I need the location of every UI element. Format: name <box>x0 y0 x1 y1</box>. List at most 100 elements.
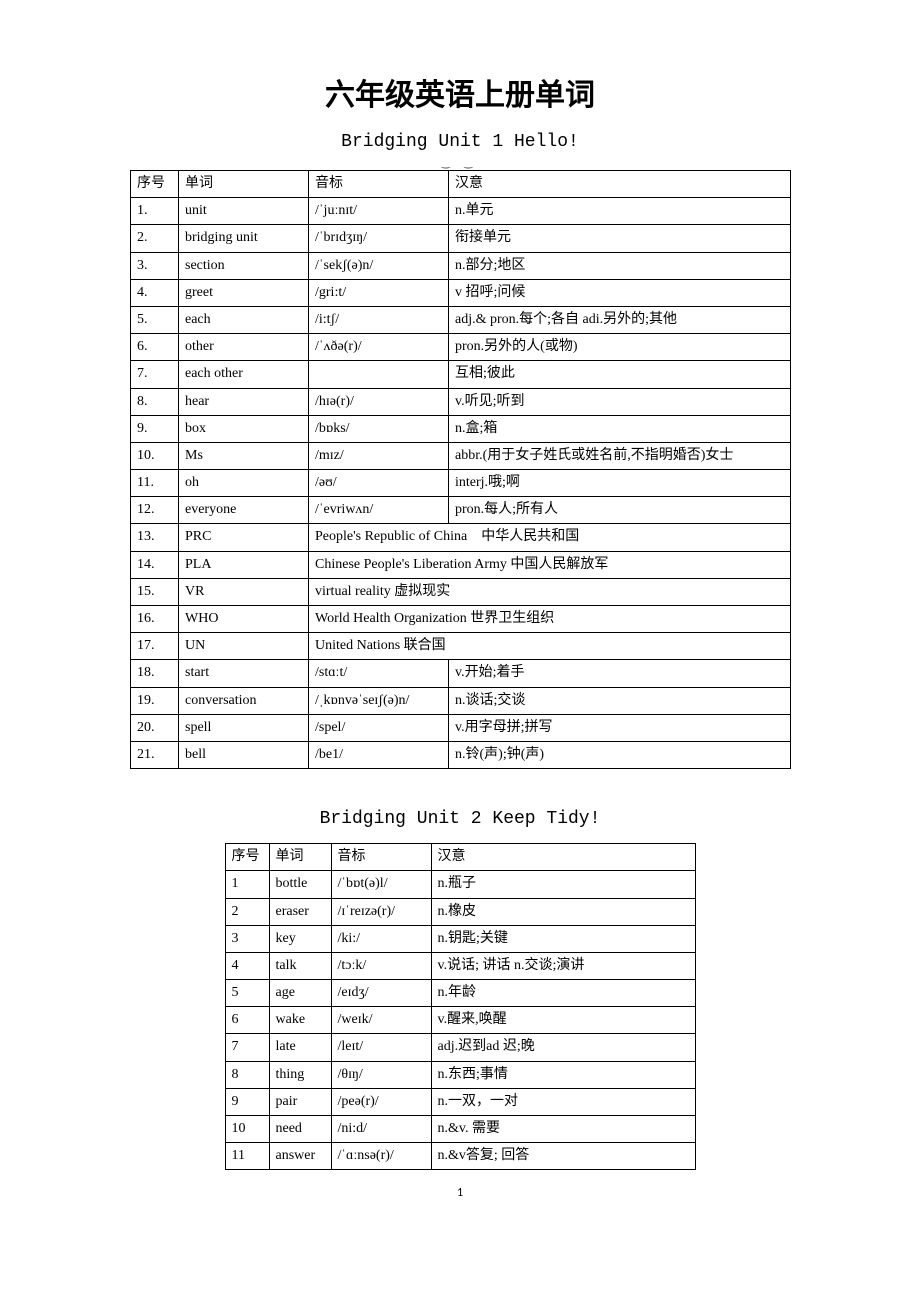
table-row: 10need/ni:d/n.&v. 需要 <box>225 1116 695 1143</box>
cell-word: eraser <box>269 898 331 925</box>
cell-word: late <box>269 1034 331 1061</box>
cell-meaning: interj.哦;啊 <box>449 470 791 497</box>
cell-span: virtual reality 虚拟现实 <box>309 578 791 605</box>
cell-meaning: abbr.(用于女子姓氏或姓名前,不指明婚否)女士 <box>449 442 791 469</box>
cell-seq: 7. <box>131 361 179 388</box>
cell-meaning: n.一双，一对 <box>431 1088 695 1115</box>
cell-seq: 6 <box>225 1007 269 1034</box>
cell-span: People's Republic of China 中华人民共和国 <box>309 524 791 551</box>
table-row: 3key/ki:/n.钥匙;关键 <box>225 925 695 952</box>
cell-meaning: 互相;彼此 <box>449 361 791 388</box>
col-phonetic: 音标 <box>309 171 449 198</box>
cell-phonetic: /ki:/ <box>331 925 431 952</box>
cell-word: VR <box>179 578 309 605</box>
cell-phonetic: /θɪŋ/ <box>331 1061 431 1088</box>
cell-phonetic: /weɪk/ <box>331 1007 431 1034</box>
cell-word: spell <box>179 714 309 741</box>
cell-phonetic: /ˈbrɪdʒɪŋ/ <box>309 225 449 252</box>
cell-meaning: n.铃(声);钟(声) <box>449 741 791 768</box>
cell-phonetic: /i:tʃ/ <box>309 306 449 333</box>
cell-seq: 9 <box>225 1088 269 1115</box>
cell-phonetic: /ɪˈreɪzə(r)/ <box>331 898 431 925</box>
cell-phonetic <box>309 361 449 388</box>
cell-phonetic: /ˌkɒnvəˈseɪʃ(ə)n/ <box>309 687 449 714</box>
cell-word: hear <box>179 388 309 415</box>
table-row: 18.start/stɑːt/v.开始;着手 <box>131 660 791 687</box>
table-row: 12.everyone/ˈevriwʌn/pron.每人;所有人 <box>131 497 791 524</box>
table-row: 16.WHOWorld Health Organization 世界卫生组织 <box>131 606 791 633</box>
cell-seq: 6. <box>131 334 179 361</box>
cell-seq: 2. <box>131 225 179 252</box>
col-seq: 序号 <box>131 171 179 198</box>
cell-seq: 21. <box>131 741 179 768</box>
table-row: 7.each other 互相;彼此 <box>131 361 791 388</box>
table-row: 13.PRCPeople's Republic of China 中华人民共和国 <box>131 524 791 551</box>
table-header-row: 序号 单词 音标 汉意 <box>131 171 791 198</box>
cell-phonetic: /ˈevriwʌn/ <box>309 497 449 524</box>
cell-meaning: v.听见;听到 <box>449 388 791 415</box>
cell-meaning: n.部分;地区 <box>449 252 791 279</box>
table-row: 6.other/ˈʌðə(r)/pron.另外的人(或物) <box>131 334 791 361</box>
cell-word: age <box>269 980 331 1007</box>
cell-word: talk <box>269 952 331 979</box>
table-row: 20.spell/spel/v.用字母拼;拼写 <box>131 714 791 741</box>
cell-seq: 11. <box>131 470 179 497</box>
cell-seq: 3 <box>225 925 269 952</box>
cell-word: pair <box>269 1088 331 1115</box>
cell-seq: 3. <box>131 252 179 279</box>
cell-meaning: pron.另外的人(或物) <box>449 334 791 361</box>
cell-word: WHO <box>179 606 309 633</box>
cell-seq: 14. <box>131 551 179 578</box>
cell-phonetic: /əʊ/ <box>309 470 449 497</box>
cell-meaning: n.&v. 需要 <box>431 1116 695 1143</box>
cell-seq: 7 <box>225 1034 269 1061</box>
cell-meaning: v.用字母拼;拼写 <box>449 714 791 741</box>
table-row: 21.bell/be1/n.铃(声);钟(声) <box>131 741 791 768</box>
cell-meaning: n.谈话;交谈 <box>449 687 791 714</box>
col-word: 单词 <box>179 171 309 198</box>
cell-seq: 5. <box>131 306 179 333</box>
cell-seq: 1. <box>131 198 179 225</box>
unit2-title: Bridging Unit 2 Keep Tidy! <box>130 809 790 829</box>
cell-word: Ms <box>179 442 309 469</box>
table-row: 9pair/peə(r)/n.一双，一对 <box>225 1088 695 1115</box>
cell-seq: 2 <box>225 898 269 925</box>
table-row: 1bottle/ˈbɒt(ə)l/n.瓶子 <box>225 871 695 898</box>
table-row: 5age/eɪdʒ/n.年龄 <box>225 980 695 1007</box>
cell-phonetic: /hɪə(r)/ <box>309 388 449 415</box>
cell-meaning: n.瓶子 <box>431 871 695 898</box>
table-row: 2eraser/ɪˈreɪzə(r)/n.橡皮 <box>225 898 695 925</box>
cell-word: bridging unit <box>179 225 309 252</box>
cell-word: each <box>179 306 309 333</box>
cell-seq: 5 <box>225 980 269 1007</box>
cell-meaning: 衔接单元 <box>449 225 791 252</box>
cell-phonetic: /gri:t/ <box>309 279 449 306</box>
cell-phonetic: /ˈjuːnɪt/ <box>309 198 449 225</box>
cell-word: each other <box>179 361 309 388</box>
table-row: 17.UNUnited Nations 联合国 <box>131 633 791 660</box>
cell-meaning: v 招呼;问候 <box>449 279 791 306</box>
cell-phonetic: /eɪdʒ/ <box>331 980 431 1007</box>
col-phonetic: 音标 <box>331 844 431 871</box>
unit1-title: Bridging Unit 1 Hello! <box>130 132 790 152</box>
cell-phonetic: /be1/ <box>309 741 449 768</box>
table-row: 2.bridging unit/ˈbrɪdʒɪŋ/衔接单元 <box>131 225 791 252</box>
cell-phonetic: /stɑːt/ <box>309 660 449 687</box>
table-row: 10.Ms/mɪz/abbr.(用于女子姓氏或姓名前,不指明婚否)女士 <box>131 442 791 469</box>
cell-meaning: n.橡皮 <box>431 898 695 925</box>
cell-seq: 17. <box>131 633 179 660</box>
table-row: 9.box/bɒks/n.盒;箱 <box>131 415 791 442</box>
table-row: 15.VRvirtual reality 虚拟现实 <box>131 578 791 605</box>
cell-seq: 11 <box>225 1143 269 1170</box>
cell-seq: 1 <box>225 871 269 898</box>
col-seq: 序号 <box>225 844 269 871</box>
cell-seq: 8 <box>225 1061 269 1088</box>
cell-meaning: adj.迟到ad 迟;晚 <box>431 1034 695 1061</box>
table-row: 4.greet/gri:t/v 招呼;问候 <box>131 279 791 306</box>
cell-seq: 13. <box>131 524 179 551</box>
cell-phonetic: /ˈsekʃ(ə)n/ <box>309 252 449 279</box>
cell-word: box <box>179 415 309 442</box>
cell-meaning: n.年龄 <box>431 980 695 1007</box>
cell-seq: 18. <box>131 660 179 687</box>
cell-seq: 12. <box>131 497 179 524</box>
